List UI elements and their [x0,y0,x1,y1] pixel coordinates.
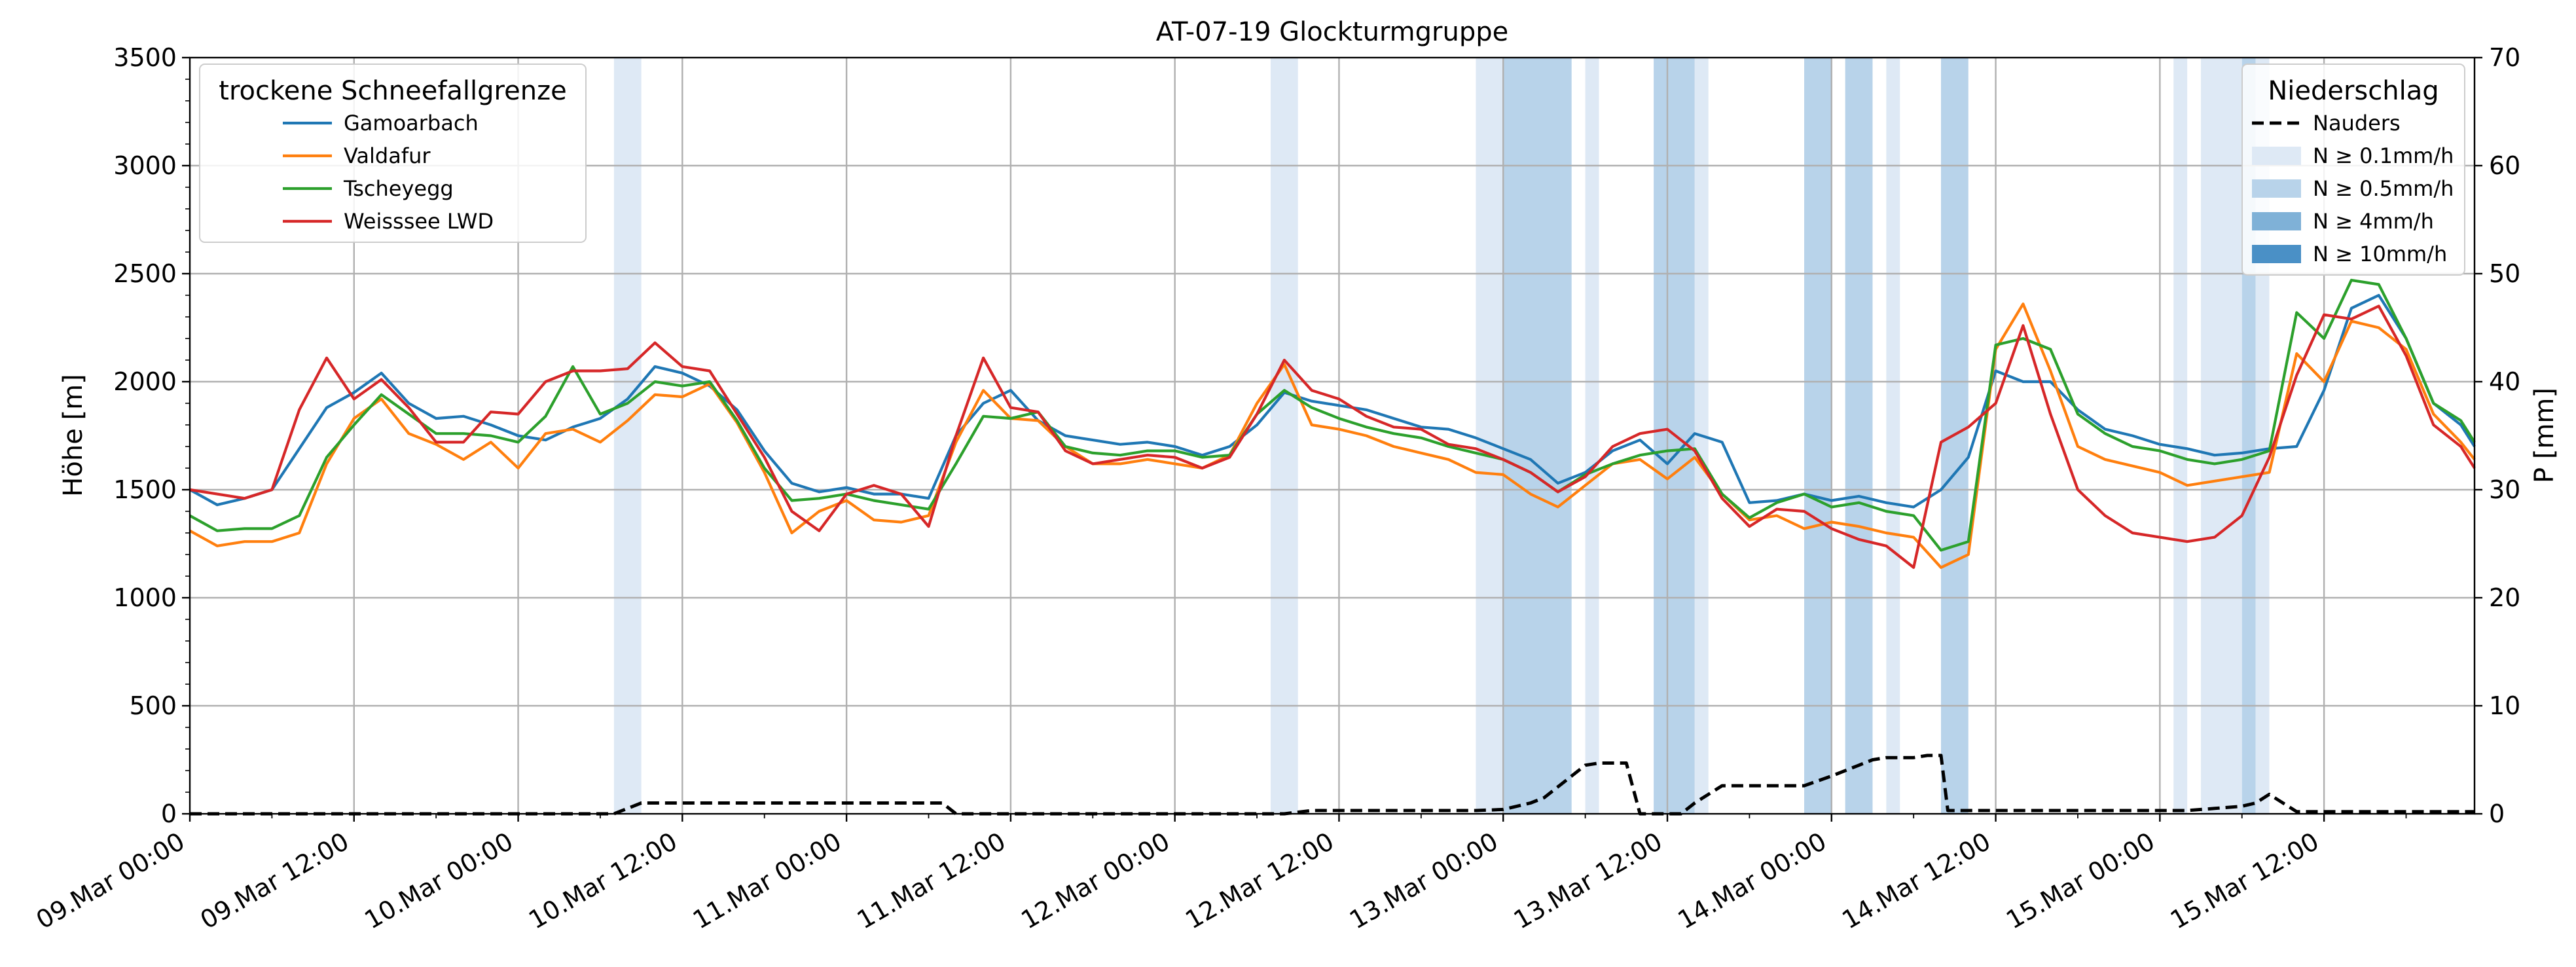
y-right-tick-label: 40 [2489,367,2520,396]
legend-left-label: Valdafur [344,143,431,168]
y-right-tick-label: 30 [2489,475,2520,504]
y-left-tick-label: 3000 [113,151,177,180]
y-right-tick-label: 20 [2489,583,2520,612]
series-line-weisssee-lwd [189,304,2476,569]
y-axis-right-title: P [mm] [2530,388,2560,483]
y-left-tick-label: 1500 [113,475,177,504]
precip-band [2201,58,2242,814]
y-right-tick-label: 70 [2489,43,2520,72]
legend-left-label: Weisssee LWD [344,209,494,234]
y-right-tick-label: 10 [2489,691,2520,720]
legend-right-label: N ≥ 0.1mm/h [2313,143,2454,168]
legend-right-label: N ≥ 10mm/h [2313,242,2447,266]
series-line-valdafur [189,302,2476,569]
legend-right-swatch [2252,147,2301,165]
precip-band [1845,58,1873,814]
legend-left-title: trockene Schneefallgrenze [219,76,566,106]
y-left-tick-label: 2500 [113,259,177,288]
legend-right-label: N ≥ 4mm/h [2313,209,2434,234]
legend-right-label: N ≥ 0.5mm/h [2313,176,2454,201]
legend-left-label: Tscheyegg [343,176,454,201]
y-left-tick-label: 3500 [113,43,177,72]
precip-band [2173,58,2188,814]
precip-band [613,58,642,814]
precip-band [1476,58,1504,814]
legend-right: Niederschlag Nauders N ≥ 0.1mm/h N ≥ 0.5mm… [2241,64,2465,276]
y-left-tick-label: 1000 [113,583,177,612]
y-left-tick-label: 0 [161,799,177,828]
y-right-tick-label: 50 [2489,259,2520,288]
series-line-gamoarbach [189,293,2476,509]
legend-right-swatch [2252,212,2301,230]
y-left-tick-label: 500 [129,691,177,720]
y-left-tick-label: 2000 [113,367,177,396]
legend-left-box [199,64,587,243]
legend-right-title: Niederschlag [2268,76,2439,106]
legend-right-entries: Nauders N ≥ 0.1mm/h N ≥ 0.5mm/h N ≥ 4mm/h N … [2252,111,2454,266]
series-line-tscheyegg [189,278,2476,552]
precip-band [1886,58,1900,814]
precip-band [1270,58,1298,814]
y-axis-left-title: Höhe [m] [58,374,88,496]
precip-band [1804,58,1832,814]
legend-right-swatch [2252,179,2301,198]
precip-band [1503,58,1572,814]
y-right-tick-label: 0 [2489,799,2505,828]
precip-band [1585,58,1599,814]
legend-left: trockene Schneefallgrenze Gamoarbach Vald… [199,64,587,243]
legend-right-label: Nauders [2313,111,2401,136]
axis-ticks [182,56,2482,822]
legend-left-label: Gamoarbach [344,111,479,136]
chart-title: AT-07-19 Glockturmgruppe [1156,17,1508,47]
plot-frame [189,56,2476,815]
legend-left-entries: Gamoarbach Valdafur Tscheyegg Weisssee LWD [283,111,494,234]
legend-right-swatch [2252,245,2301,263]
y-right-tick-label: 60 [2489,151,2520,180]
